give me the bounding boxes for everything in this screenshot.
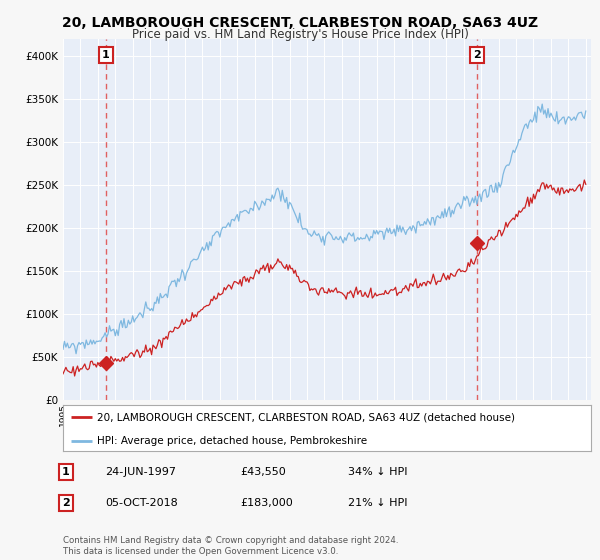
Text: 2: 2 [473, 50, 481, 60]
Text: 1: 1 [62, 467, 70, 477]
Text: 20, LAMBOROUGH CRESCENT, CLARBESTON ROAD, SA63 4UZ: 20, LAMBOROUGH CRESCENT, CLARBESTON ROAD… [62, 16, 538, 30]
Text: 05-OCT-2018: 05-OCT-2018 [105, 498, 178, 508]
Text: £43,550: £43,550 [240, 467, 286, 477]
Text: 21% ↓ HPI: 21% ↓ HPI [348, 498, 407, 508]
Text: HPI: Average price, detached house, Pembrokeshire: HPI: Average price, detached house, Pemb… [97, 436, 367, 446]
Text: 24-JUN-1997: 24-JUN-1997 [105, 467, 176, 477]
Text: Price paid vs. HM Land Registry's House Price Index (HPI): Price paid vs. HM Land Registry's House … [131, 28, 469, 41]
Text: 2: 2 [62, 498, 70, 508]
Text: £183,000: £183,000 [240, 498, 293, 508]
Text: 20, LAMBOROUGH CRESCENT, CLARBESTON ROAD, SA63 4UZ (detached house): 20, LAMBOROUGH CRESCENT, CLARBESTON ROAD… [97, 412, 515, 422]
Text: 34% ↓ HPI: 34% ↓ HPI [348, 467, 407, 477]
Text: 1: 1 [102, 50, 110, 60]
Text: Contains HM Land Registry data © Crown copyright and database right 2024.
This d: Contains HM Land Registry data © Crown c… [63, 536, 398, 556]
